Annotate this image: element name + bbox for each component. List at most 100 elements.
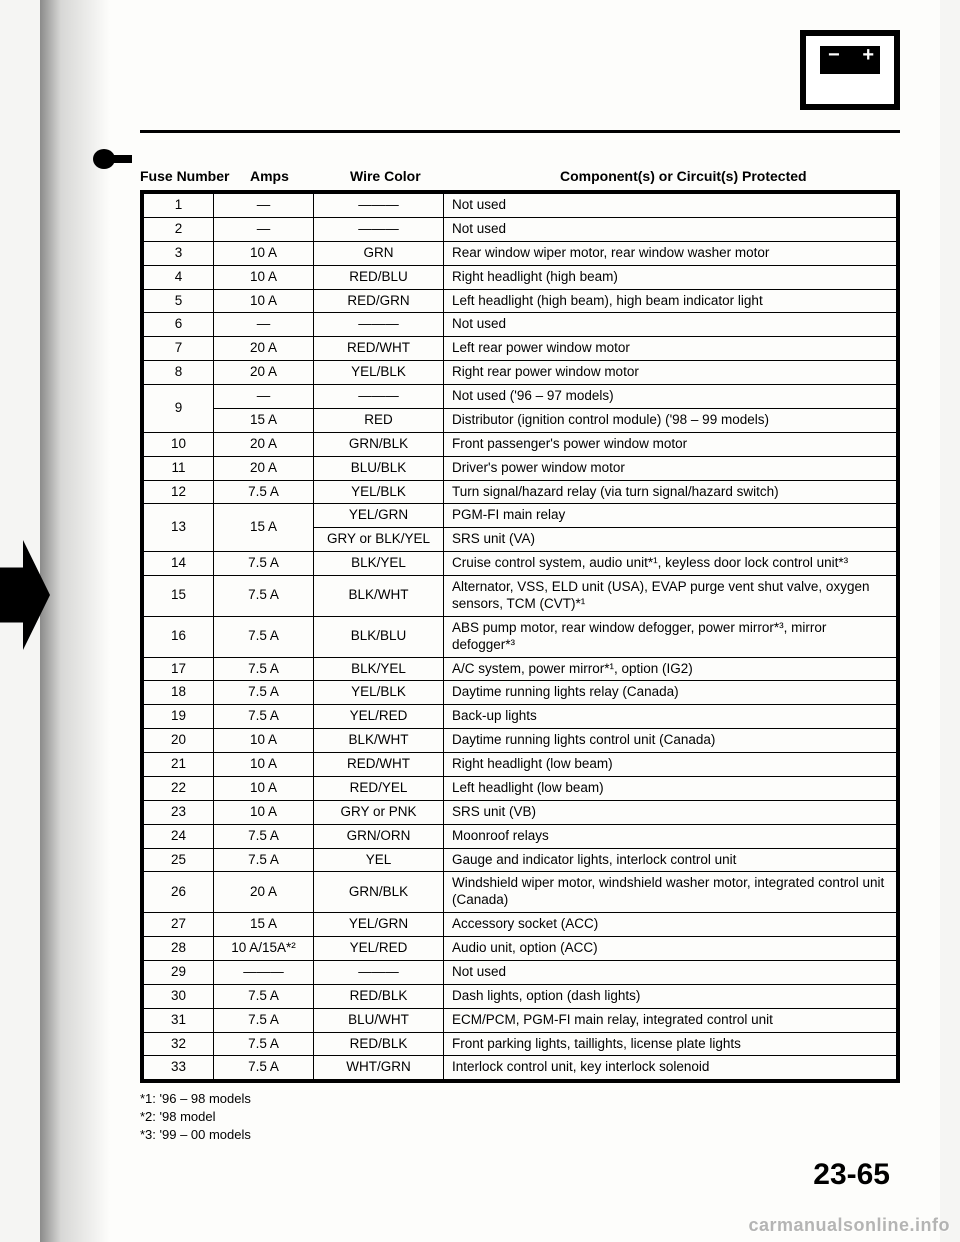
cell-fuse: 23 bbox=[144, 800, 214, 824]
cell-amps: 20 A bbox=[214, 361, 314, 385]
cell-wire: RED/WHT bbox=[314, 753, 444, 777]
divider bbox=[140, 130, 900, 133]
cell-wire: ——— bbox=[314, 385, 444, 409]
cell-component: A/C system, power mirror*¹, option (IG2) bbox=[444, 657, 897, 681]
cell-amps: 10 A bbox=[214, 729, 314, 753]
ink-mark-icon bbox=[92, 148, 134, 170]
cell-component: Alternator, VSS, ELD unit (USA), EVAP pu… bbox=[444, 576, 897, 617]
cell-amps: ——— bbox=[214, 960, 314, 984]
cell-amps: 7.5 A bbox=[214, 824, 314, 848]
cell-amps: 7.5 A bbox=[214, 1008, 314, 1032]
manual-page: Fuse Number Amps Wire Color Component(s)… bbox=[40, 0, 940, 1242]
cell-wire: ——— bbox=[314, 217, 444, 241]
cell-fuse: 27 bbox=[144, 913, 214, 937]
cell-component: Accessory socket (ACC) bbox=[444, 913, 897, 937]
page-number: 23-65 bbox=[813, 1158, 890, 1192]
cell-wire: BLK/YEL bbox=[314, 552, 444, 576]
cell-amps: 15 A bbox=[214, 408, 314, 432]
cell-amps: — bbox=[214, 217, 314, 241]
table-row: 1120 ABLU/BLKDriver's power window motor bbox=[144, 456, 897, 480]
cell-wire: ——— bbox=[314, 960, 444, 984]
cell-fuse: 24 bbox=[144, 824, 214, 848]
cell-wire: YEL/BLK bbox=[314, 681, 444, 705]
footnotes: *1: '96 – 98 models *2: '98 model *3: '9… bbox=[140, 1090, 251, 1145]
cell-component: Not used bbox=[444, 194, 897, 218]
cell-amps: 7.5 A bbox=[214, 705, 314, 729]
table-row: 510 ARED/GRNLeft headlight (high beam), … bbox=[144, 289, 897, 313]
cell-amps: 7.5 A bbox=[214, 552, 314, 576]
header-wire: Wire Color bbox=[350, 168, 421, 184]
cell-component: Daytime running lights relay (Canada) bbox=[444, 681, 897, 705]
cell-wire: RED/BLU bbox=[314, 265, 444, 289]
table-row: 720 ARED/WHTLeft rear power window motor bbox=[144, 337, 897, 361]
cell-wire: BLU/BLK bbox=[314, 456, 444, 480]
cell-fuse: 26 bbox=[144, 872, 214, 913]
cell-fuse: 6 bbox=[144, 313, 214, 337]
cell-amps: — bbox=[214, 313, 314, 337]
cell-wire: BLU/WHT bbox=[314, 1008, 444, 1032]
cell-amps: 7.5 A bbox=[214, 984, 314, 1008]
cell-component: Dash lights, option (dash lights) bbox=[444, 984, 897, 1008]
cell-amps: 10 A/15A*² bbox=[214, 937, 314, 961]
header-amps: Amps bbox=[250, 168, 289, 184]
fuse-table-wrap: 1————Not used2————Not used310 AGRNRear w… bbox=[140, 190, 900, 1083]
table-row: 157.5 ABLK/WHTAlternator, VSS, ELD unit … bbox=[144, 576, 897, 617]
cell-amps: 10 A bbox=[214, 753, 314, 777]
cell-fuse: 1 bbox=[144, 194, 214, 218]
cell-component: Left rear power window motor bbox=[444, 337, 897, 361]
footnote: *1: '96 – 98 models bbox=[140, 1090, 251, 1108]
cell-wire: GRY or BLK/YEL bbox=[314, 528, 444, 552]
table-row: 2810 A/15A*²YEL/REDAudio unit, option (A… bbox=[144, 937, 897, 961]
cell-amps: 15 A bbox=[214, 504, 314, 552]
cell-component: SRS unit (VB) bbox=[444, 800, 897, 824]
cell-amps: — bbox=[214, 194, 314, 218]
cell-component: PGM-FI main relay bbox=[444, 504, 897, 528]
cell-component: Front parking lights, taillights, licens… bbox=[444, 1032, 897, 1056]
cell-component: Interlock control unit, key interlock so… bbox=[444, 1056, 897, 1080]
table-row: 197.5 AYEL/REDBack-up lights bbox=[144, 705, 897, 729]
table-row: 6————Not used bbox=[144, 313, 897, 337]
cell-component: Cruise control system, audio unit*¹, key… bbox=[444, 552, 897, 576]
fuse-box-icon-inner bbox=[820, 46, 880, 74]
table-row: 317.5 ABLU/WHTECM/PCM, PGM-FI main relay… bbox=[144, 1008, 897, 1032]
cell-fuse: 7 bbox=[144, 337, 214, 361]
table-row: 2310 AGRY or PNKSRS unit (VB) bbox=[144, 800, 897, 824]
cell-fuse: 14 bbox=[144, 552, 214, 576]
cell-wire: RED/BLK bbox=[314, 984, 444, 1008]
cell-component: Driver's power window motor bbox=[444, 456, 897, 480]
table-row: 2210 ARED/YELLeft headlight (low beam) bbox=[144, 776, 897, 800]
table-row: 2010 ABLK/WHTDaytime running lights cont… bbox=[144, 729, 897, 753]
cell-wire: BLK/BLU bbox=[314, 616, 444, 657]
table-row: 337.5 AWHT/GRNInterlock control unit, ke… bbox=[144, 1056, 897, 1080]
cell-amps: 10 A bbox=[214, 800, 314, 824]
cell-fuse: 12 bbox=[144, 480, 214, 504]
cell-amps: 7.5 A bbox=[214, 480, 314, 504]
cell-wire: YEL/GRN bbox=[314, 913, 444, 937]
footnote: *3: '99 – 00 models bbox=[140, 1126, 251, 1144]
cell-amps: 7.5 A bbox=[214, 576, 314, 617]
cell-fuse: 20 bbox=[144, 729, 214, 753]
cell-amps: 7.5 A bbox=[214, 848, 314, 872]
cell-wire: RED/YEL bbox=[314, 776, 444, 800]
cell-component: Moonroof relays bbox=[444, 824, 897, 848]
cell-amps: 10 A bbox=[214, 241, 314, 265]
table-row: 2110 ARED/WHTRight headlight (low beam) bbox=[144, 753, 897, 777]
footnote: *2: '98 model bbox=[140, 1108, 251, 1126]
cell-fuse: 21 bbox=[144, 753, 214, 777]
cell-component: Turn signal/hazard relay (via turn signa… bbox=[444, 480, 897, 504]
watermark: carmanualsonline.info bbox=[748, 1215, 950, 1236]
cell-amps: 7.5 A bbox=[214, 681, 314, 705]
table-row: 167.5 ABLK/BLUABS pump motor, rear windo… bbox=[144, 616, 897, 657]
cell-amps: 20 A bbox=[214, 872, 314, 913]
cell-component: Gauge and indicator lights, interlock co… bbox=[444, 848, 897, 872]
cell-wire: YEL/BLK bbox=[314, 480, 444, 504]
cell-component: Distributor (ignition control module) ('… bbox=[444, 408, 897, 432]
cell-fuse: 10 bbox=[144, 432, 214, 456]
cell-component: Not used bbox=[444, 217, 897, 241]
cell-fuse: 22 bbox=[144, 776, 214, 800]
cell-amps: 10 A bbox=[214, 289, 314, 313]
cell-wire: BLK/YEL bbox=[314, 657, 444, 681]
cell-fuse: 11 bbox=[144, 456, 214, 480]
cell-component: Front passenger's power window motor bbox=[444, 432, 897, 456]
table-row: 1315 AYEL/GRNPGM-FI main relay bbox=[144, 504, 897, 528]
